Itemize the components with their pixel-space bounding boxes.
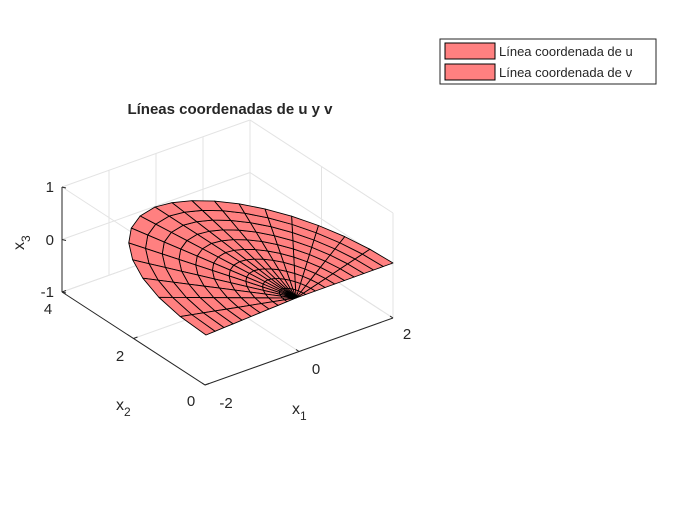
x-tick-mark — [201, 382, 206, 386]
x-tick-2: 2 — [403, 326, 411, 343]
x-tick-mark — [389, 315, 394, 319]
y-axis-label: x2 — [116, 397, 131, 419]
z-tick-mark — [61, 186, 67, 189]
z-tick-0: -1 — [41, 284, 54, 301]
z-tick-1: 0 — [46, 232, 54, 249]
legend-swatch-u — [444, 42, 496, 60]
surface-cell — [179, 314, 216, 336]
z-tick-2: 1 — [46, 179, 54, 196]
y-tick-1: 2 — [116, 348, 124, 365]
legend-swatch-v — [444, 63, 496, 81]
z-axis-label: x3 — [11, 235, 33, 250]
axes — [61, 186, 394, 386]
z-tick-mark — [61, 239, 67, 241]
legend-label-v: Línea coordenada de v — [499, 65, 632, 80]
x-axis-label: x1 — [292, 401, 307, 423]
y-tick-mark — [133, 336, 138, 339]
x-tick-mark — [295, 349, 300, 352]
surface-u — [154, 200, 394, 299]
x-tick-1: 0 — [312, 361, 320, 378]
chart-title: Líneas coordenadas de u y v — [127, 101, 333, 118]
grid-line — [61, 172, 251, 240]
legend-label-u: Línea coordenada de u — [499, 44, 633, 59]
surface-v — [128, 206, 297, 336]
y-tick-0: 0 — [187, 393, 195, 410]
grid-line — [249, 119, 394, 214]
x-tick-0: -2 — [219, 395, 232, 412]
z-tick-mark — [61, 291, 67, 294]
y-tick-mark — [204, 383, 210, 386]
surfaces — [128, 200, 394, 336]
y-tick-2: 4 — [44, 301, 52, 318]
legend[interactable]: Línea coordenada de u Línea coordenada d… — [439, 38, 657, 85]
grid-line — [61, 119, 251, 188]
